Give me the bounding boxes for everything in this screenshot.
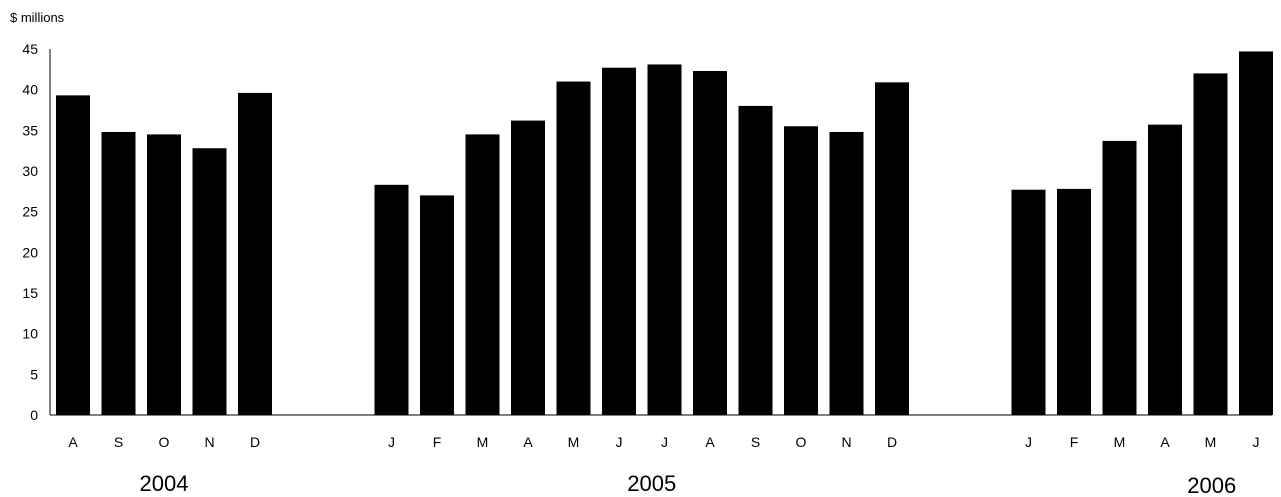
x-tick-label: F <box>1070 434 1079 450</box>
y-tick-label: 0 <box>30 407 38 423</box>
bar <box>147 134 181 415</box>
y-tick-label: 10 <box>22 326 38 342</box>
y-tick-label: 25 <box>22 204 38 220</box>
bar <box>738 105 773 415</box>
x-tick-label: A <box>523 434 533 450</box>
bar <box>829 131 864 415</box>
y-axis-ticks: 0 5 10 15 20 25 30 35 40 45 <box>22 41 38 423</box>
bar <box>420 195 454 415</box>
bar <box>875 82 909 415</box>
bar <box>1239 51 1273 415</box>
bars <box>56 51 1273 416</box>
bar <box>511 120 545 415</box>
x-tick-label: D <box>250 434 260 450</box>
bar <box>1102 140 1137 415</box>
bar <box>556 81 591 416</box>
y-tick-label: 40 <box>22 82 38 98</box>
x-tick-label: N <box>204 434 214 450</box>
x-tick-label: D <box>887 434 897 450</box>
x-tick-label: F <box>433 434 442 450</box>
x-tick-label: A <box>68 434 78 450</box>
bar <box>1057 188 1091 415</box>
bar <box>374 184 409 415</box>
year-label: 2006 <box>1187 473 1236 497</box>
y-tick-label: 45 <box>22 41 38 57</box>
x-tick-label: N <box>841 434 851 450</box>
bar <box>693 70 727 416</box>
bar <box>1193 73 1228 416</box>
x-tick-label: O <box>159 434 170 450</box>
bar <box>101 131 136 415</box>
x-tick-label: J <box>1025 434 1032 450</box>
year-labels: 2004 2005 2006 <box>140 471 1237 497</box>
bar <box>192 148 227 415</box>
y-tick-label: 15 <box>22 285 38 301</box>
x-tick-label: S <box>114 434 123 450</box>
y-tick-label: 35 <box>22 122 38 138</box>
bar <box>238 92 272 416</box>
y-tick-label: 20 <box>22 244 38 260</box>
x-tick-label: A <box>705 434 715 450</box>
bar <box>602 67 636 415</box>
y-axis-label: $ millions <box>10 10 65 25</box>
x-tick-label: J <box>661 434 668 450</box>
bar <box>647 64 682 415</box>
x-tick-label: J <box>616 434 623 450</box>
x-tick-label: A <box>1160 434 1170 450</box>
y-tick-label: 30 <box>22 163 38 179</box>
y-tick-label: 5 <box>30 366 38 382</box>
x-tick-label: M <box>1114 434 1126 450</box>
bar <box>56 95 90 416</box>
x-tick-label: O <box>796 434 807 450</box>
x-tick-label: J <box>388 434 395 450</box>
x-tick-label: M <box>568 434 580 450</box>
bar <box>465 134 500 415</box>
bar <box>784 126 818 416</box>
year-label: 2005 <box>627 471 676 496</box>
x-axis-ticks: ASONDJFMAMJJASONDJFMAMJJA <box>68 434 1260 450</box>
year-label: 2004 <box>140 471 189 496</box>
x-tick-label: M <box>477 434 489 450</box>
x-tick-label: J <box>1253 434 1260 450</box>
x-tick-label: M <box>1205 434 1217 450</box>
x-tick-label: S <box>751 434 760 450</box>
bar <box>1011 189 1046 415</box>
bar <box>1148 124 1182 415</box>
